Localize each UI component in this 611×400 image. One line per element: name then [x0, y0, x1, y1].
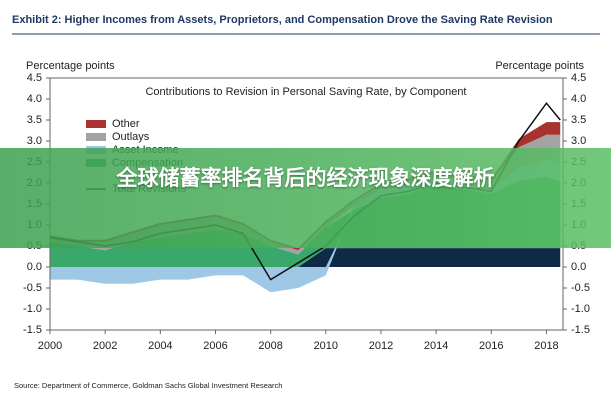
y2-tick-label: -0.5	[571, 282, 590, 294]
x-tick-label: 2014	[424, 340, 448, 352]
legend-label: Other	[112, 118, 140, 130]
x-tick-label: 2012	[369, 340, 393, 352]
y-tick-label: 0.0	[27, 261, 42, 273]
y-tick-label: 4.0	[27, 93, 42, 105]
x-tick-label: 2010	[314, 340, 338, 352]
y2-tick-label: 0.0	[571, 261, 586, 273]
chart-subtitle: Contributions to Revision in Personal Sa…	[145, 86, 466, 98]
y2-label: Percentage points	[495, 60, 584, 72]
x-tick-label: 2016	[479, 340, 503, 352]
legend-swatch	[86, 120, 106, 128]
y-tick-label: 4.5	[27, 72, 42, 84]
x-tick-label: 2002	[93, 340, 117, 352]
x-tick-label: 2000	[38, 340, 62, 352]
y2-tick-label: 4.0	[571, 93, 586, 105]
y-label: Percentage points	[26, 60, 115, 72]
banner: 全球储蓄率排名背后的经济现象深度解析	[0, 148, 611, 248]
x-tick-label: 2006	[203, 340, 227, 352]
y-tick-label: -1.5	[23, 324, 42, 336]
x-tick-label: 2004	[148, 340, 172, 352]
y2-tick-label: 3.0	[571, 135, 586, 147]
y2-tick-label: 3.5	[571, 114, 586, 126]
x-tick-label: 2008	[258, 340, 282, 352]
legend-label: Outlays	[112, 131, 150, 143]
area	[50, 248, 561, 267]
area	[50, 159, 561, 293]
source: Source: Department of Commerce, Goldman …	[14, 381, 282, 390]
y2-tick-label: -1.5	[571, 324, 590, 336]
legend-swatch	[86, 133, 106, 141]
y-tick-label: -0.5	[23, 282, 42, 294]
y-tick-label: 3.0	[27, 135, 42, 147]
y-tick-label: 3.5	[27, 114, 42, 126]
x-tick-label: 2018	[534, 340, 558, 352]
y2-tick-label: -1.0	[571, 303, 590, 315]
y-tick-label: -1.0	[23, 303, 42, 315]
y2-tick-label: 4.5	[571, 72, 586, 84]
chart-title: Exhibit 2: Higher Incomes from Assets, P…	[12, 14, 553, 26]
